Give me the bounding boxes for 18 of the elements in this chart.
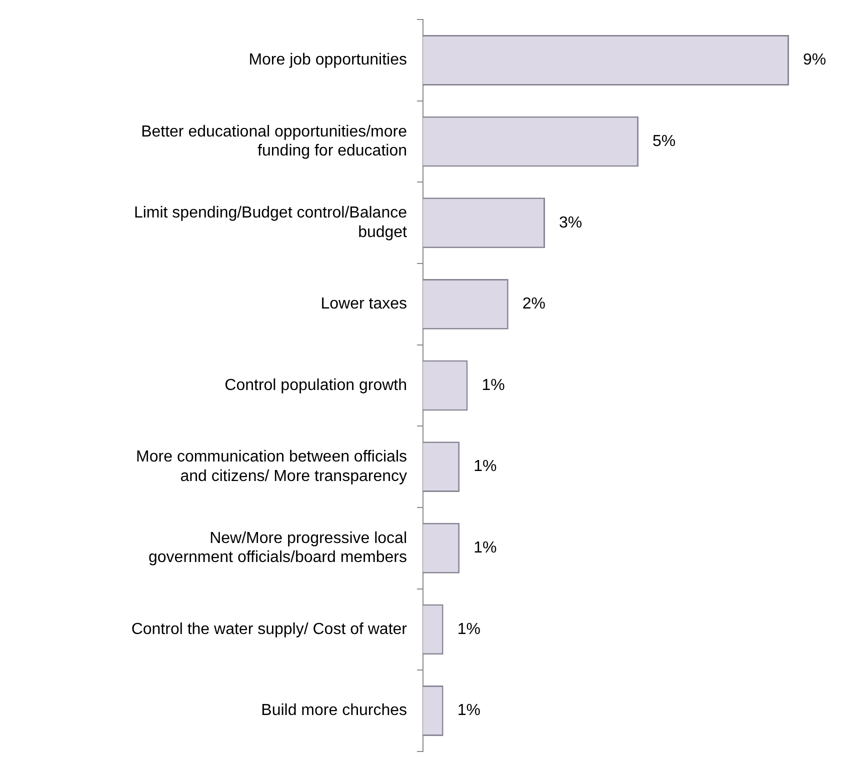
y-tick-label: Limit spending/Budget control/Balance budget xyxy=(134,204,408,241)
y-tick-label: New/More progressive local government officials/board members xyxy=(148,530,407,566)
y-tick-label: Lower taxes xyxy=(320,296,407,313)
data-label: 1% xyxy=(474,540,497,557)
y-tick-label: More job opportunities xyxy=(248,52,407,69)
y-tick-label: Build more churches xyxy=(261,702,407,720)
y-tick-label: More communication between officials and citizens/ More transparency xyxy=(136,448,407,485)
data-label: 3% xyxy=(559,214,582,232)
data-label: 1% xyxy=(457,620,480,638)
data-label: 2% xyxy=(522,296,546,313)
y-tick-label: Control population growth xyxy=(224,376,407,394)
y-tick-label: Better educational opportunities/more funding for education xyxy=(141,123,408,160)
data-label: 1% xyxy=(457,702,480,720)
data-label: 9% xyxy=(803,52,826,69)
y-tick-label: Control the water supply/ Cost of water xyxy=(131,620,408,638)
data-label: 1% xyxy=(482,376,505,394)
data-label: 1% xyxy=(474,458,497,476)
data-label: 5% xyxy=(652,132,676,150)
